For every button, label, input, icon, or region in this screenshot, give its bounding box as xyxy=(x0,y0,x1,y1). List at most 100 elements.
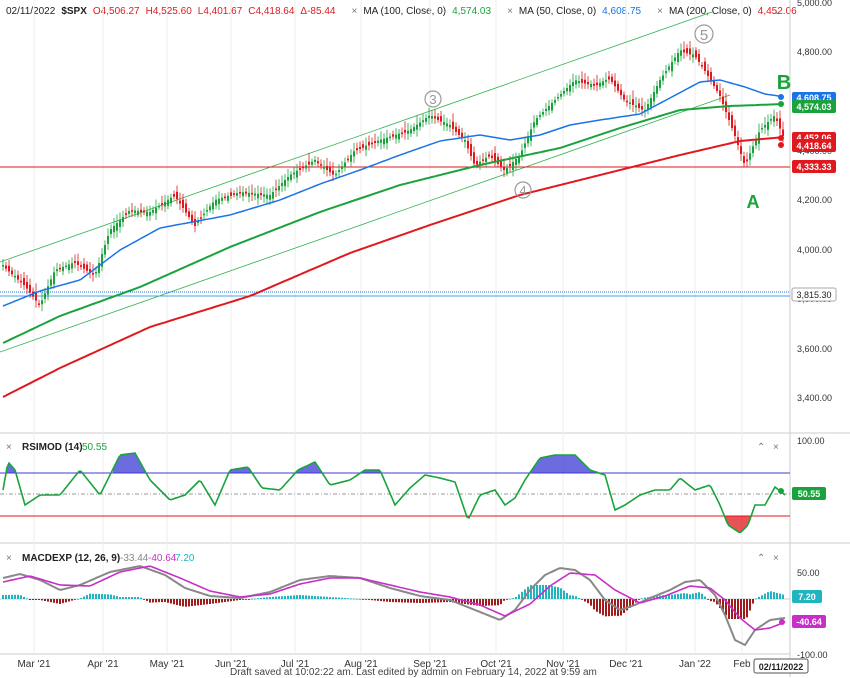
candle-body xyxy=(419,122,421,127)
macd-histogram-bar xyxy=(413,599,415,603)
ma100-badge: 4,574.03 xyxy=(792,100,836,113)
macd-histogram-bar xyxy=(305,595,307,599)
candle-body xyxy=(587,81,589,85)
macd-histogram-bar xyxy=(197,599,199,606)
macd-histogram-bar xyxy=(494,599,496,606)
svg-text:4,574.03: 4,574.03 xyxy=(796,102,831,112)
candle-body xyxy=(338,170,340,173)
remove-ma50-icon[interactable]: × xyxy=(507,5,513,17)
candle-body xyxy=(407,130,409,134)
candle-body xyxy=(659,80,661,89)
ma50-line[interactable] xyxy=(2,79,784,307)
wave-5-marker: 5 xyxy=(694,24,714,44)
macd-histogram-bar xyxy=(164,599,166,602)
macd-histogram-bar xyxy=(407,599,409,603)
macd-histogram-bar xyxy=(287,595,289,599)
macd-histogram-bar xyxy=(521,591,523,599)
macd-histogram-bar xyxy=(740,599,742,619)
candle-body xyxy=(485,157,487,162)
macd-histogram-bar xyxy=(488,599,490,606)
candle-body xyxy=(152,209,154,213)
macd-histogram-bar xyxy=(254,598,256,600)
macd-histogram-bar xyxy=(359,599,361,600)
candle-body xyxy=(383,138,385,145)
candle-body xyxy=(500,161,502,167)
current-date-badge: 02/11/2022 xyxy=(753,658,809,674)
candle-body xyxy=(14,275,16,278)
macd-histogram-bar xyxy=(284,596,286,599)
collapse-price-icon[interactable]: ⌄ xyxy=(773,6,781,17)
remove-rsi-icon[interactable]: × xyxy=(6,442,12,453)
candle-body xyxy=(764,125,766,128)
macd-histogram-bar xyxy=(686,593,688,599)
macd-histogram-bar xyxy=(626,599,628,611)
macd-line[interactable] xyxy=(2,565,786,647)
candle-body xyxy=(101,254,103,267)
macd-histogram-bar xyxy=(680,593,682,599)
candle-body xyxy=(473,152,475,164)
time-axis-label: Sep '21 xyxy=(413,659,447,670)
macd-histogram-bar xyxy=(722,599,724,612)
candle-body xyxy=(740,146,742,154)
candle-body xyxy=(689,48,691,55)
rsi-up-icon[interactable]: ⌃ xyxy=(757,442,765,453)
remove-ma200-icon[interactable]: × xyxy=(657,5,663,17)
price-tick-label: 4,000.00 xyxy=(797,245,832,255)
macd-histogram-bar xyxy=(425,599,427,603)
macd-signal-line[interactable] xyxy=(2,565,786,631)
candle-body xyxy=(452,121,454,129)
candle-body xyxy=(722,96,724,104)
candle-body xyxy=(260,193,262,196)
rsi-zone-fill xyxy=(229,467,253,473)
macd-histogram-bar xyxy=(158,599,160,603)
macd-histogram-bar xyxy=(143,599,145,600)
macd-hist-value: 7.20 xyxy=(175,553,195,564)
candle-body xyxy=(713,79,715,86)
macd-histogram-bar xyxy=(695,592,697,599)
candle-body xyxy=(620,89,622,96)
candle-body xyxy=(680,50,682,56)
symbol-label[interactable]: $SPX xyxy=(61,5,87,17)
macd-histogram-bar xyxy=(38,599,40,600)
candle-body xyxy=(182,199,184,208)
candle-body xyxy=(752,146,754,154)
macd-histogram-bar xyxy=(431,599,433,603)
candle-body xyxy=(710,71,712,81)
time-axis-label: May '21 xyxy=(150,659,185,670)
macd-close-icon[interactable]: × xyxy=(773,553,779,564)
macd-histogram-bar xyxy=(410,599,412,603)
macd-histogram-bar xyxy=(434,599,436,603)
remove-macd-icon[interactable]: × xyxy=(6,553,12,564)
ma200-label: MA (200, Close, 0) xyxy=(668,5,752,17)
candle-body xyxy=(41,300,43,305)
candle-body xyxy=(314,160,316,162)
rsi-close-icon[interactable]: × xyxy=(773,442,779,453)
ma100-line[interactable] xyxy=(2,103,784,344)
ma200-line[interactable] xyxy=(2,136,784,398)
candle-body xyxy=(548,106,550,111)
candle-body xyxy=(239,191,241,194)
macd-histogram-bar xyxy=(689,594,691,599)
macd-histogram-bar xyxy=(50,599,52,603)
macd-histogram-bar xyxy=(737,599,739,619)
candle-body xyxy=(668,66,670,70)
macd-histogram-bar xyxy=(59,599,61,604)
macd-histogram-bar xyxy=(311,595,313,599)
candle-body xyxy=(305,165,307,169)
candle-body xyxy=(80,265,82,267)
candle-body xyxy=(323,166,325,169)
macd-histogram-bar xyxy=(629,599,631,608)
candle-body xyxy=(248,192,250,197)
macd-histogram-bar xyxy=(641,598,643,600)
ma100-value: 4,574.03 xyxy=(452,5,492,17)
macd-histogram-bar xyxy=(596,599,598,612)
macd-histogram-bar xyxy=(443,599,445,603)
remove-ma100-icon[interactable]: × xyxy=(351,5,358,17)
rsi-line[interactable] xyxy=(2,452,786,534)
candle-body xyxy=(65,265,67,268)
candle-body xyxy=(425,118,427,122)
candle-body xyxy=(392,134,394,137)
macd-up-icon[interactable]: ⌃ xyxy=(757,553,765,564)
candle-body xyxy=(8,265,10,272)
